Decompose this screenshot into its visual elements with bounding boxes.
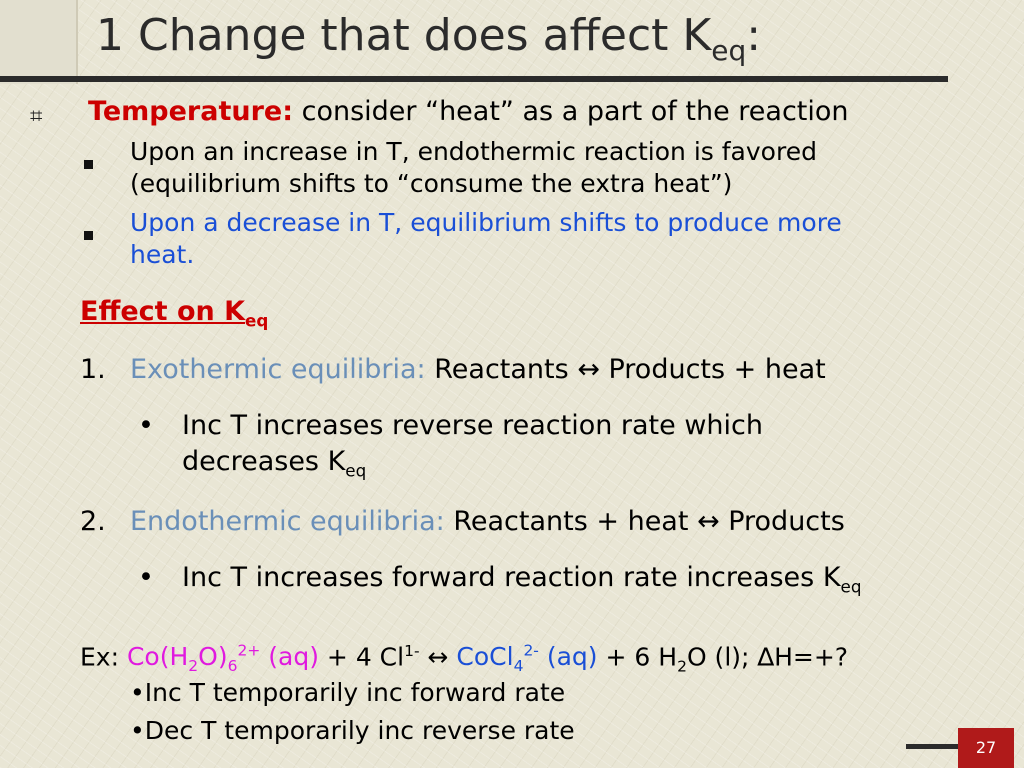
square-bullet-icon (84, 225, 93, 244)
exothermic-bullet-line: Inc T increases reverse reaction rate wh… (182, 410, 763, 441)
crossed-bullet-icon: ⌗ (30, 104, 43, 129)
example-equation: Ex: Co(H2O)62+ (aq) + 4 Cl1- ↔ CoCl42- (… (80, 642, 849, 676)
item-number: 2. (80, 506, 106, 537)
sub-bullet-line: heat. (130, 240, 195, 269)
page-number: 27 (958, 728, 1014, 768)
left-accent-bar (0, 0, 78, 84)
temperature-bullet: Temperature: consider “heat” as a part o… (88, 96, 849, 127)
exothermic-line: Exothermic equilibria: Reactants ↔ Produ… (130, 354, 826, 385)
example-bullet: •Inc T temporarily inc forward rate (130, 678, 566, 707)
exothermic-equation: Reactants ↔ Products + heat (434, 354, 826, 385)
effect-heading: Effect on Keq (80, 296, 269, 331)
temperature-label: Temperature: (88, 96, 294, 127)
example-bullet: •Dec T temporarily inc reverse rate (130, 716, 575, 745)
slide-title: 1 Change that does affect Keq: (96, 10, 762, 67)
item-number: 1. (80, 354, 106, 385)
bullet-dot: • (138, 410, 154, 441)
footer-rule (906, 744, 958, 749)
endothermic-bullet-line: Inc T increases forward reaction rate in… (182, 562, 862, 597)
exothermic-label: Exothermic equilibria: (130, 354, 426, 385)
endothermic-label: Endothermic equilibria: (130, 506, 445, 537)
exothermic-bullet-line: decreases Keq (182, 446, 367, 481)
sub-bullet-line: Upon a decrease in T, equilibrium shifts… (130, 208, 842, 237)
sub-bullet-line: (equilibrium shifts to “consume the extr… (130, 169, 733, 198)
sub-bullet-line: Upon an increase in T, endothermic react… (130, 137, 817, 166)
example-prefix: Ex: (80, 642, 120, 672)
endothermic-equation: Reactants + heat ↔ Products (453, 506, 845, 537)
endothermic-line: Endothermic equilibria: Reactants + heat… (130, 506, 845, 537)
temperature-text: consider “heat” as a part of the reactio… (301, 96, 849, 127)
bullet-dot: • (138, 562, 154, 593)
title-rule (0, 76, 948, 82)
square-bullet-icon (84, 154, 93, 173)
